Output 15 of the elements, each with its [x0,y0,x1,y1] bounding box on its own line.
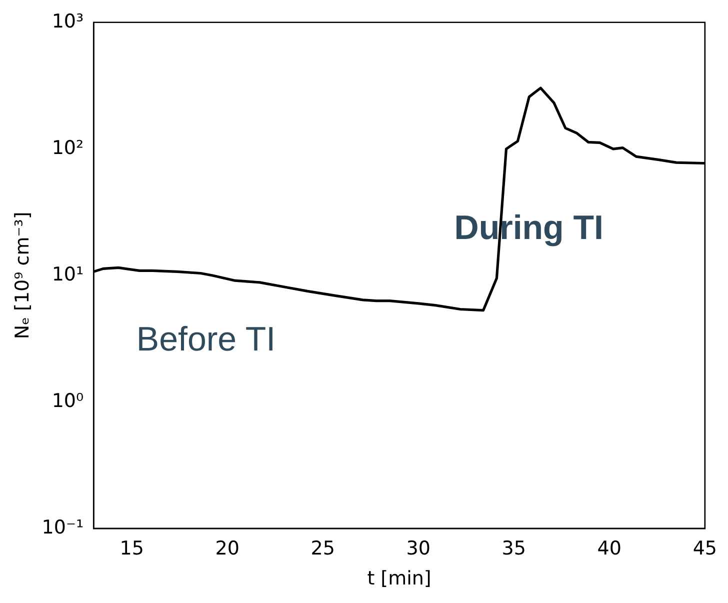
x-tick-label: 15 [120,538,144,560]
y-axis-title: Nₑ [10⁹ cm⁻³] [11,212,34,340]
x-tick-label: 30 [406,538,430,560]
x-tick-label: 35 [502,538,526,560]
x-tick-label: 20 [215,538,240,560]
y-tick-label: 10² [52,136,84,159]
y-tick-label: 10⁻¹ [42,516,84,538]
x-axis-title: t [min] [367,568,432,590]
x-tick-label: 25 [310,538,335,560]
x-tick-label: 40 [597,538,622,560]
y-tick-label: 10¹ [52,263,84,286]
y-tick-label: 10³ [52,10,84,32]
y-tick-label: 10⁰ [52,390,84,412]
x-tick-label: 45 [692,538,718,560]
annotation: Before TI [136,320,276,359]
